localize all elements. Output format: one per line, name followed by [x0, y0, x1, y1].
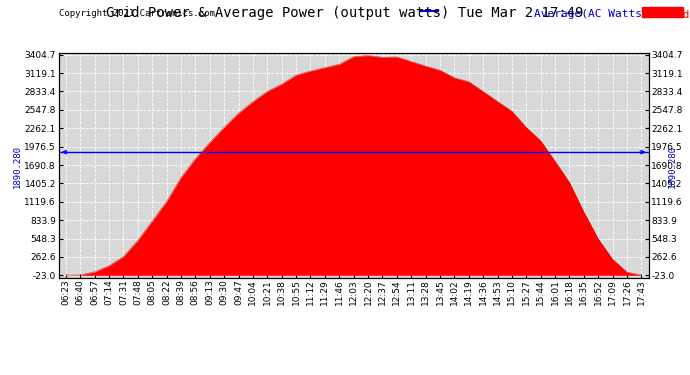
- Text: Average(AC Watts): Average(AC Watts): [534, 9, 649, 20]
- Text: 1890.280: 1890.280: [668, 146, 678, 188]
- Text: Grid(AC Watts): Grid(AC Watts): [649, 9, 690, 20]
- Text: Copyright 2021 Cartronics.com: Copyright 2021 Cartronics.com: [59, 9, 215, 18]
- Text: Grid Power & Average Power (output watts) Tue Mar 2 17:49: Grid Power & Average Power (output watts…: [106, 6, 584, 20]
- Text: 1890.280: 1890.280: [12, 146, 22, 188]
